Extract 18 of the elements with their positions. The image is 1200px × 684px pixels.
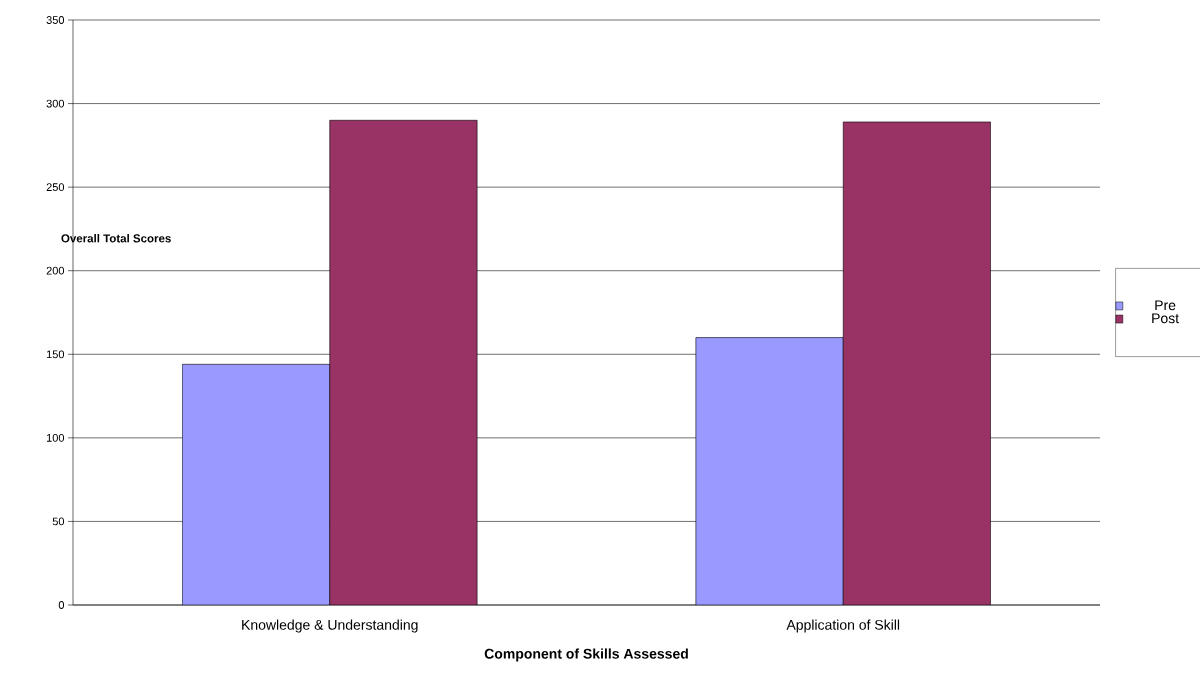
legend-label: Post (1152, 313, 1179, 324)
x-axis-title: Component of Skills Assessed (484, 648, 688, 662)
x-tick-label: Application of Skill (786, 619, 900, 633)
y-tick-label: 0 (58, 601, 65, 609)
y-axis-title: Overall Total Scores (61, 233, 171, 243)
x-tick-label: Knowledge & Understanding (242, 619, 418, 633)
bar (182, 364, 330, 605)
bar (329, 120, 478, 605)
y-tick-label: 50 (52, 517, 65, 526)
y-tick-label: 200 (46, 266, 65, 275)
bar (842, 121, 991, 605)
bar (695, 337, 844, 605)
y-tick-label: 150 (46, 350, 65, 359)
y-tick-label: 100 (46, 433, 65, 442)
y-tick-label: 300 (46, 99, 65, 108)
y-tick-label: 350 (46, 16, 65, 24)
legend-label: Pre (1155, 300, 1176, 311)
y-tick-label: 250 (46, 183, 65, 192)
